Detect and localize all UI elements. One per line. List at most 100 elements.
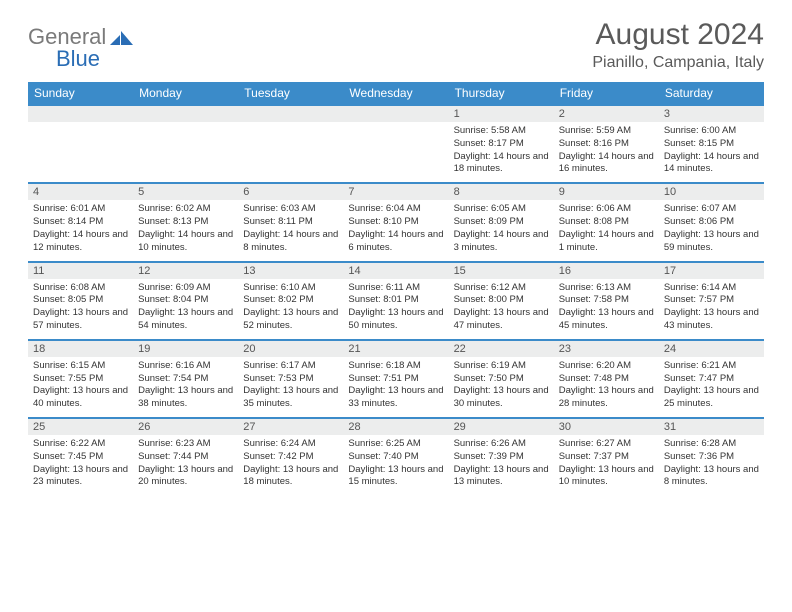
logo: GeneralBlue [28,24,210,72]
sunset-text: Sunset: 7:44 PM [138,451,233,464]
sunrise-text: Sunrise: 6:00 AM [664,125,759,138]
daylight-text: Daylight: 13 hours and 30 minutes. [454,385,549,411]
daylight-text: Daylight: 13 hours and 15 minutes. [348,464,443,490]
sunset-text: Sunset: 7:55 PM [33,373,128,386]
day-cell: Sunrise: 6:13 AMSunset: 7:58 PMDaylight:… [554,279,659,340]
day-number: 28 [343,418,448,435]
day-cell [238,122,343,183]
day-cell: Sunrise: 6:28 AMSunset: 7:36 PMDaylight:… [659,435,764,495]
sunset-text: Sunset: 7:48 PM [559,373,654,386]
sunset-text: Sunset: 8:17 PM [454,138,549,151]
day-cell [133,122,238,183]
daylight-text: Daylight: 13 hours and 18 minutes. [243,464,338,490]
day-number: 5 [133,183,238,200]
sunset-text: Sunset: 8:11 PM [243,216,338,229]
sunrise-text: Sunrise: 6:03 AM [243,203,338,216]
day-cell: Sunrise: 5:59 AMSunset: 8:16 PMDaylight:… [554,122,659,183]
day-number: 23 [554,340,659,357]
daylight-text: Daylight: 13 hours and 50 minutes. [348,307,443,333]
sunrise-text: Sunrise: 5:59 AM [559,125,654,138]
day-cell: Sunrise: 5:58 AMSunset: 8:17 PMDaylight:… [449,122,554,183]
logo-triangle-icon [109,28,135,46]
daylight-text: Daylight: 13 hours and 13 minutes. [454,464,549,490]
day-cell: Sunrise: 6:17 AMSunset: 7:53 PMDaylight:… [238,357,343,418]
sunset-text: Sunset: 8:16 PM [559,138,654,151]
day-number-row: 45678910 [28,183,764,200]
sunset-text: Sunset: 8:14 PM [33,216,128,229]
day-cell: Sunrise: 6:12 AMSunset: 8:00 PMDaylight:… [449,279,554,340]
day-number: 19 [133,340,238,357]
page-header: GeneralBlue August 2024 Pianillo, Campan… [28,18,764,72]
day-number: 29 [449,418,554,435]
day-detail-row: Sunrise: 6:08 AMSunset: 8:05 PMDaylight:… [28,279,764,340]
day-number: 27 [238,418,343,435]
sunrise-text: Sunrise: 6:17 AM [243,360,338,373]
sunrise-text: Sunrise: 6:07 AM [664,203,759,216]
sunset-text: Sunset: 7:45 PM [33,451,128,464]
day-number: 9 [554,183,659,200]
day-number [343,105,448,122]
daylight-text: Daylight: 13 hours and 38 minutes. [138,385,233,411]
day-detail-row: Sunrise: 6:15 AMSunset: 7:55 PMDaylight:… [28,357,764,418]
day-cell: Sunrise: 6:14 AMSunset: 7:57 PMDaylight:… [659,279,764,340]
sunset-text: Sunset: 8:01 PM [348,294,443,307]
day-header: Friday [554,82,659,105]
day-header: Wednesday [343,82,448,105]
day-number: 13 [238,262,343,279]
day-number-row: 123 [28,105,764,122]
day-number: 25 [28,418,133,435]
day-detail-row: Sunrise: 6:22 AMSunset: 7:45 PMDaylight:… [28,435,764,495]
sunset-text: Sunset: 7:42 PM [243,451,338,464]
daylight-text: Daylight: 13 hours and 45 minutes. [559,307,654,333]
day-cell: Sunrise: 6:23 AMSunset: 7:44 PMDaylight:… [133,435,238,495]
day-number: 24 [659,340,764,357]
sunrise-text: Sunrise: 6:27 AM [559,438,654,451]
sunset-text: Sunset: 7:50 PM [454,373,549,386]
logo-text-blue: Blue [56,46,210,72]
daylight-text: Daylight: 14 hours and 6 minutes. [348,229,443,255]
day-number: 6 [238,183,343,200]
sunset-text: Sunset: 7:53 PM [243,373,338,386]
day-header: Sunday [28,82,133,105]
sunrise-text: Sunrise: 6:23 AM [138,438,233,451]
daylight-text: Daylight: 13 hours and 43 minutes. [664,307,759,333]
day-cell: Sunrise: 6:01 AMSunset: 8:14 PMDaylight:… [28,200,133,261]
day-detail-row: Sunrise: 6:01 AMSunset: 8:14 PMDaylight:… [28,200,764,261]
sunrise-text: Sunrise: 6:12 AM [454,282,549,295]
sunset-text: Sunset: 8:15 PM [664,138,759,151]
sunset-text: Sunset: 7:40 PM [348,451,443,464]
daylight-text: Daylight: 13 hours and 25 minutes. [664,385,759,411]
day-cell: Sunrise: 6:27 AMSunset: 7:37 PMDaylight:… [554,435,659,495]
day-cell: Sunrise: 6:15 AMSunset: 7:55 PMDaylight:… [28,357,133,418]
day-cell: Sunrise: 6:26 AMSunset: 7:39 PMDaylight:… [449,435,554,495]
day-number: 21 [343,340,448,357]
daylight-text: Daylight: 14 hours and 18 minutes. [454,151,549,177]
sunset-text: Sunset: 8:09 PM [454,216,549,229]
sunrise-text: Sunrise: 6:19 AM [454,360,549,373]
day-number: 17 [659,262,764,279]
day-number: 15 [449,262,554,279]
day-number: 18 [28,340,133,357]
daylight-text: Daylight: 14 hours and 16 minutes. [559,151,654,177]
daylight-text: Daylight: 13 hours and 54 minutes. [138,307,233,333]
day-number: 11 [28,262,133,279]
sunset-text: Sunset: 7:39 PM [454,451,549,464]
sunrise-text: Sunrise: 5:58 AM [454,125,549,138]
day-cell: Sunrise: 6:00 AMSunset: 8:15 PMDaylight:… [659,122,764,183]
day-cell: Sunrise: 6:16 AMSunset: 7:54 PMDaylight:… [133,357,238,418]
sunrise-text: Sunrise: 6:14 AM [664,282,759,295]
sunrise-text: Sunrise: 6:02 AM [138,203,233,216]
sunrise-text: Sunrise: 6:16 AM [138,360,233,373]
daylight-text: Daylight: 13 hours and 35 minutes. [243,385,338,411]
daylight-text: Daylight: 13 hours and 23 minutes. [33,464,128,490]
sunrise-text: Sunrise: 6:28 AM [664,438,759,451]
sunset-text: Sunset: 8:00 PM [454,294,549,307]
sunset-text: Sunset: 8:08 PM [559,216,654,229]
day-cell: Sunrise: 6:04 AMSunset: 8:10 PMDaylight:… [343,200,448,261]
daylight-text: Daylight: 13 hours and 59 minutes. [664,229,759,255]
sunset-text: Sunset: 8:06 PM [664,216,759,229]
sunrise-text: Sunrise: 6:25 AM [348,438,443,451]
location-subtitle: Pianillo, Campania, Italy [592,54,764,72]
sunrise-text: Sunrise: 6:10 AM [243,282,338,295]
daylight-text: Daylight: 13 hours and 8 minutes. [664,464,759,490]
